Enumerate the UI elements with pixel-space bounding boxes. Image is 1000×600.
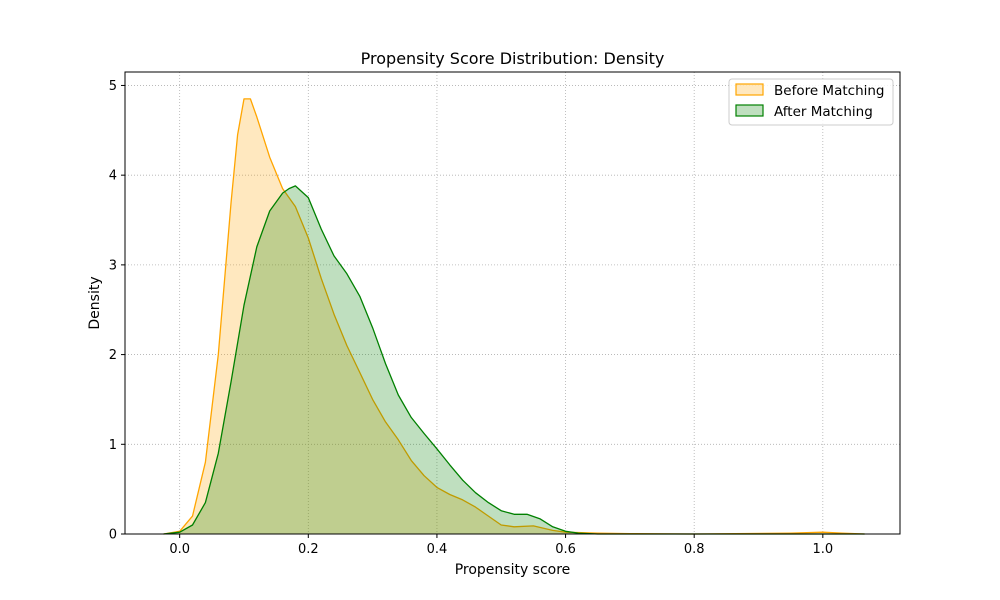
x-tick-label: 1.0 (812, 542, 833, 557)
y-tick-label: 3 (109, 258, 117, 273)
x-tick-label: 0.6 (555, 542, 576, 557)
legend-box (728, 78, 894, 126)
legend: Before Matching After Matching (728, 78, 894, 126)
x-tick-label: 0.2 (298, 542, 319, 557)
x-axis-label: Propensity score (455, 562, 571, 578)
legend-label-after-matching: After Matching (774, 104, 873, 120)
series-area (163, 98, 865, 535)
legend-label-before-matching: Before Matching (774, 83, 885, 99)
density-line-after-matching (163, 185, 865, 535)
y-axis-label: Density (87, 276, 103, 329)
y-axis: 0 1 2 3 4 5 (109, 79, 125, 543)
plot-frame (124, 71, 901, 535)
legend-swatch-before-matching (735, 83, 764, 96)
y-tick-label: 4 (109, 169, 117, 184)
y-tick-label: 2 (109, 348, 117, 363)
chart-title: Propensity Score Distribution: Density (361, 49, 665, 68)
x-tick-label: 0.4 (427, 542, 448, 557)
x-axis: 0.0 0.2 0.4 0.6 0.8 1.0 (169, 534, 833, 557)
y-tick-label: 1 (109, 438, 117, 453)
x-tick-label: 0.8 (684, 542, 705, 557)
y-tick-label: 0 (109, 528, 117, 543)
y-tick-label: 5 (109, 79, 117, 94)
legend-swatch-after-matching (735, 104, 764, 117)
density-area-after-matching (163, 185, 865, 534)
x-tick-label: 0.0 (169, 542, 190, 557)
density-area-before-matching (163, 98, 865, 535)
